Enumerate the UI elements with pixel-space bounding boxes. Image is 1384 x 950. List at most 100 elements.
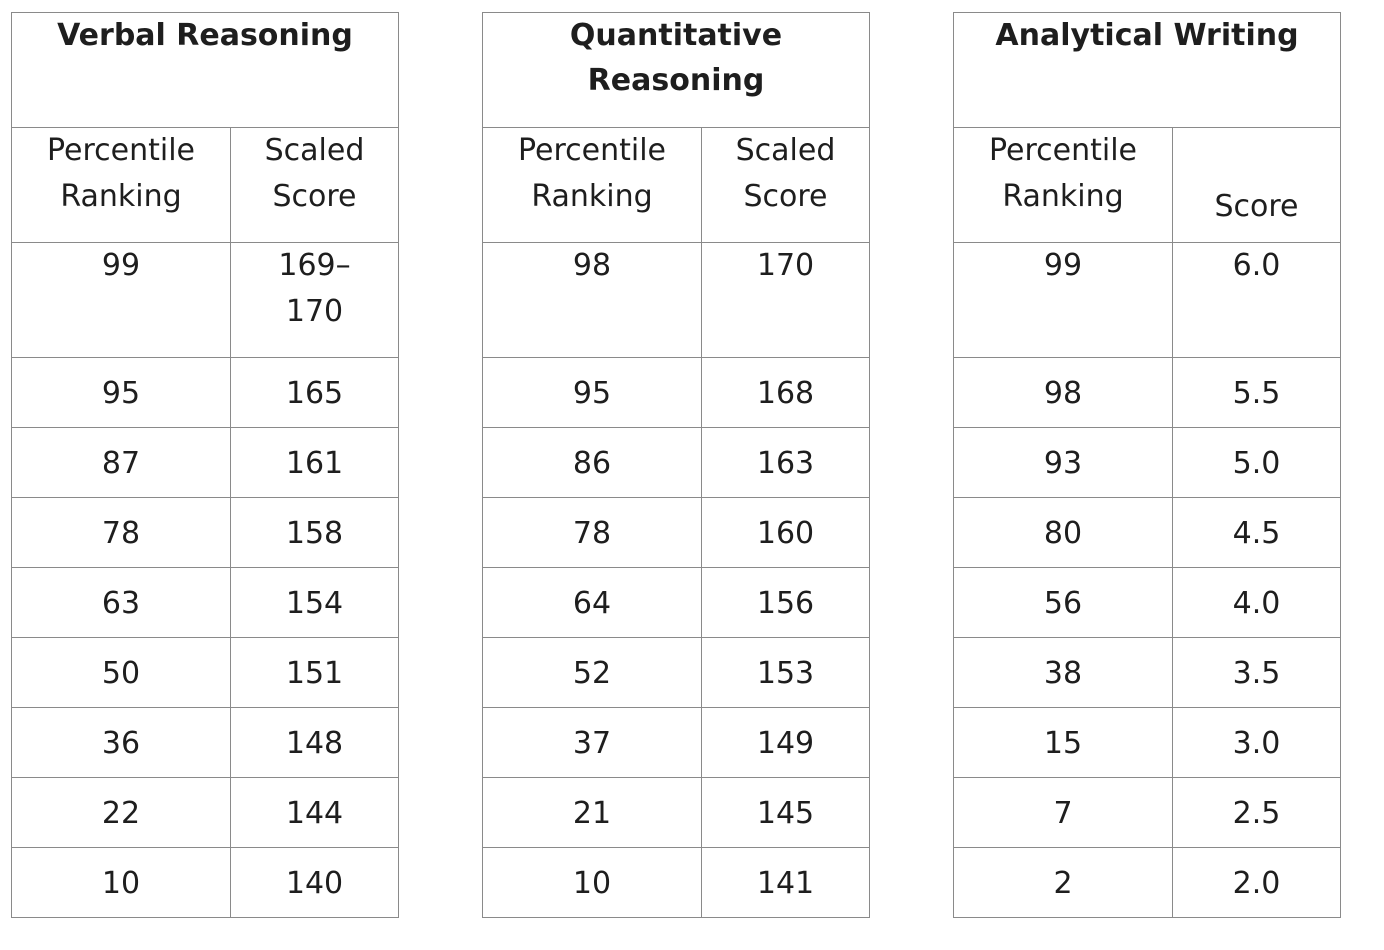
table-row: 63 154 bbox=[11, 567, 399, 638]
score-cell: 5.5 bbox=[1172, 357, 1341, 428]
table-row: 56 4.0 bbox=[953, 567, 1341, 638]
score-cell: 151 bbox=[230, 637, 399, 708]
score-cell: 161 bbox=[230, 427, 399, 498]
score-cell: 149 bbox=[701, 707, 870, 778]
percentile-cell: 78 bbox=[482, 497, 702, 568]
percentile-cell: 98 bbox=[953, 357, 1173, 428]
score-cell: 148 bbox=[230, 707, 399, 778]
table-title-line: Reasoning bbox=[587, 63, 765, 98]
percentile-cell: 15 bbox=[953, 707, 1173, 778]
percentile-cell: 56 bbox=[953, 567, 1173, 638]
percentile-cell: 93 bbox=[953, 427, 1173, 498]
table-row: 98 5.5 bbox=[953, 357, 1341, 428]
scaled-score-header: Scaled Score bbox=[230, 127, 399, 243]
header-line: Percentile bbox=[46, 133, 195, 168]
table-row: 7 2.5 bbox=[953, 777, 1341, 848]
percentile-cell: 64 bbox=[482, 567, 702, 638]
score-line: 170 bbox=[285, 294, 344, 329]
table-row: 37 149 bbox=[482, 707, 870, 778]
percentile-cell: 22 bbox=[11, 777, 231, 848]
score-cell: 160 bbox=[701, 497, 870, 568]
score-cell: 153 bbox=[701, 637, 870, 708]
percentile-cell: 37 bbox=[482, 707, 702, 778]
table-row: 98 170 bbox=[482, 242, 870, 358]
score-cell: 141 bbox=[701, 847, 870, 918]
table-row: 95 168 bbox=[482, 357, 870, 428]
table-row: 36 148 bbox=[11, 707, 399, 778]
percentile-cell: 21 bbox=[482, 777, 702, 848]
table-row: 99 6.0 bbox=[953, 242, 1341, 358]
score-cell: 156 bbox=[701, 567, 870, 638]
table-row: 21 145 bbox=[482, 777, 870, 848]
quantitative-reasoning-table: Quantitative Reasoning Percentile Rankin… bbox=[482, 12, 870, 918]
percentile-cell: 78 bbox=[11, 497, 231, 568]
table-row: 80 4.5 bbox=[953, 497, 1341, 568]
verbal-reasoning-table: Verbal Reasoning Percentile Ranking Scal… bbox=[11, 12, 399, 918]
score-line: 169– bbox=[278, 248, 351, 283]
header-line: Percentile bbox=[517, 133, 666, 168]
table-row: 10 141 bbox=[482, 847, 870, 918]
score-cell: 6.0 bbox=[1172, 242, 1341, 358]
table-row: 52 153 bbox=[482, 637, 870, 708]
score-cell: 140 bbox=[230, 847, 399, 918]
table-row: 15 3.0 bbox=[953, 707, 1341, 778]
percentile-cell: 50 bbox=[11, 637, 231, 708]
score-cell: 145 bbox=[701, 777, 870, 848]
percentile-cell: 86 bbox=[482, 427, 702, 498]
score-cell: 144 bbox=[230, 777, 399, 848]
analytical-writing-table: Analytical Writing Percentile Ranking Sc… bbox=[953, 12, 1341, 918]
table-title-line: Verbal Reasoning bbox=[57, 18, 353, 53]
percentile-cell: 99 bbox=[953, 242, 1173, 358]
scaled-score-header: Scaled Score bbox=[701, 127, 870, 243]
score-cell: 3.5 bbox=[1172, 637, 1341, 708]
percentile-cell: 99 bbox=[11, 242, 231, 358]
header-line: Scaled bbox=[264, 133, 365, 168]
table-row: 22 144 bbox=[11, 777, 399, 848]
score-header: Score bbox=[1172, 127, 1341, 243]
score-cell: 165 bbox=[230, 357, 399, 428]
percentile-cell: 10 bbox=[11, 847, 231, 918]
score-cell: 168 bbox=[701, 357, 870, 428]
score-cell: 4.5 bbox=[1172, 497, 1341, 568]
percentile-cell: 98 bbox=[482, 242, 702, 358]
table-title-line: Quantitative bbox=[569, 18, 783, 53]
table-row: 2 2.0 bbox=[953, 847, 1341, 918]
table-row: 64 156 bbox=[482, 567, 870, 638]
percentile-cell: 7 bbox=[953, 777, 1173, 848]
percentile-cell: 2 bbox=[953, 847, 1173, 918]
percentile-cell: 80 bbox=[953, 497, 1173, 568]
header-line: Percentile bbox=[988, 133, 1137, 168]
header-line: Scaled bbox=[735, 133, 836, 168]
table-row: 50 151 bbox=[11, 637, 399, 708]
table-title: Quantitative Reasoning bbox=[482, 12, 870, 128]
score-cell: 170 bbox=[701, 242, 870, 358]
score-cell: 169– 170 bbox=[230, 242, 399, 358]
percentile-cell: 52 bbox=[482, 637, 702, 708]
percentile-cell: 63 bbox=[11, 567, 231, 638]
table-title-line: Analytical Writing bbox=[995, 18, 1299, 53]
percentile-ranking-header: Percentile Ranking bbox=[482, 127, 702, 243]
table-title: Verbal Reasoning bbox=[11, 12, 399, 128]
score-cell: 3.0 bbox=[1172, 707, 1341, 778]
header-line: Ranking bbox=[60, 179, 182, 214]
score-cell: 158 bbox=[230, 497, 399, 568]
score-cell: 163 bbox=[701, 427, 870, 498]
table-title: Analytical Writing bbox=[953, 12, 1341, 128]
table-row: 78 160 bbox=[482, 497, 870, 568]
percentile-ranking-header: Percentile Ranking bbox=[11, 127, 231, 243]
table-row: 38 3.5 bbox=[953, 637, 1341, 708]
table-row: 99 169– 170 bbox=[11, 242, 399, 358]
percentile-cell: 87 bbox=[11, 427, 231, 498]
header-line: Score bbox=[272, 179, 357, 214]
score-cell: 2.0 bbox=[1172, 847, 1341, 918]
header-line: Score bbox=[743, 179, 828, 214]
percentile-cell: 36 bbox=[11, 707, 231, 778]
score-cell: 4.0 bbox=[1172, 567, 1341, 638]
percentile-cell: 10 bbox=[482, 847, 702, 918]
percentile-cell: 38 bbox=[953, 637, 1173, 708]
score-cell: 5.0 bbox=[1172, 427, 1341, 498]
table-row: 87 161 bbox=[11, 427, 399, 498]
table-row: 86 163 bbox=[482, 427, 870, 498]
percentile-ranking-header: Percentile Ranking bbox=[953, 127, 1173, 243]
header-line: Ranking bbox=[531, 179, 653, 214]
